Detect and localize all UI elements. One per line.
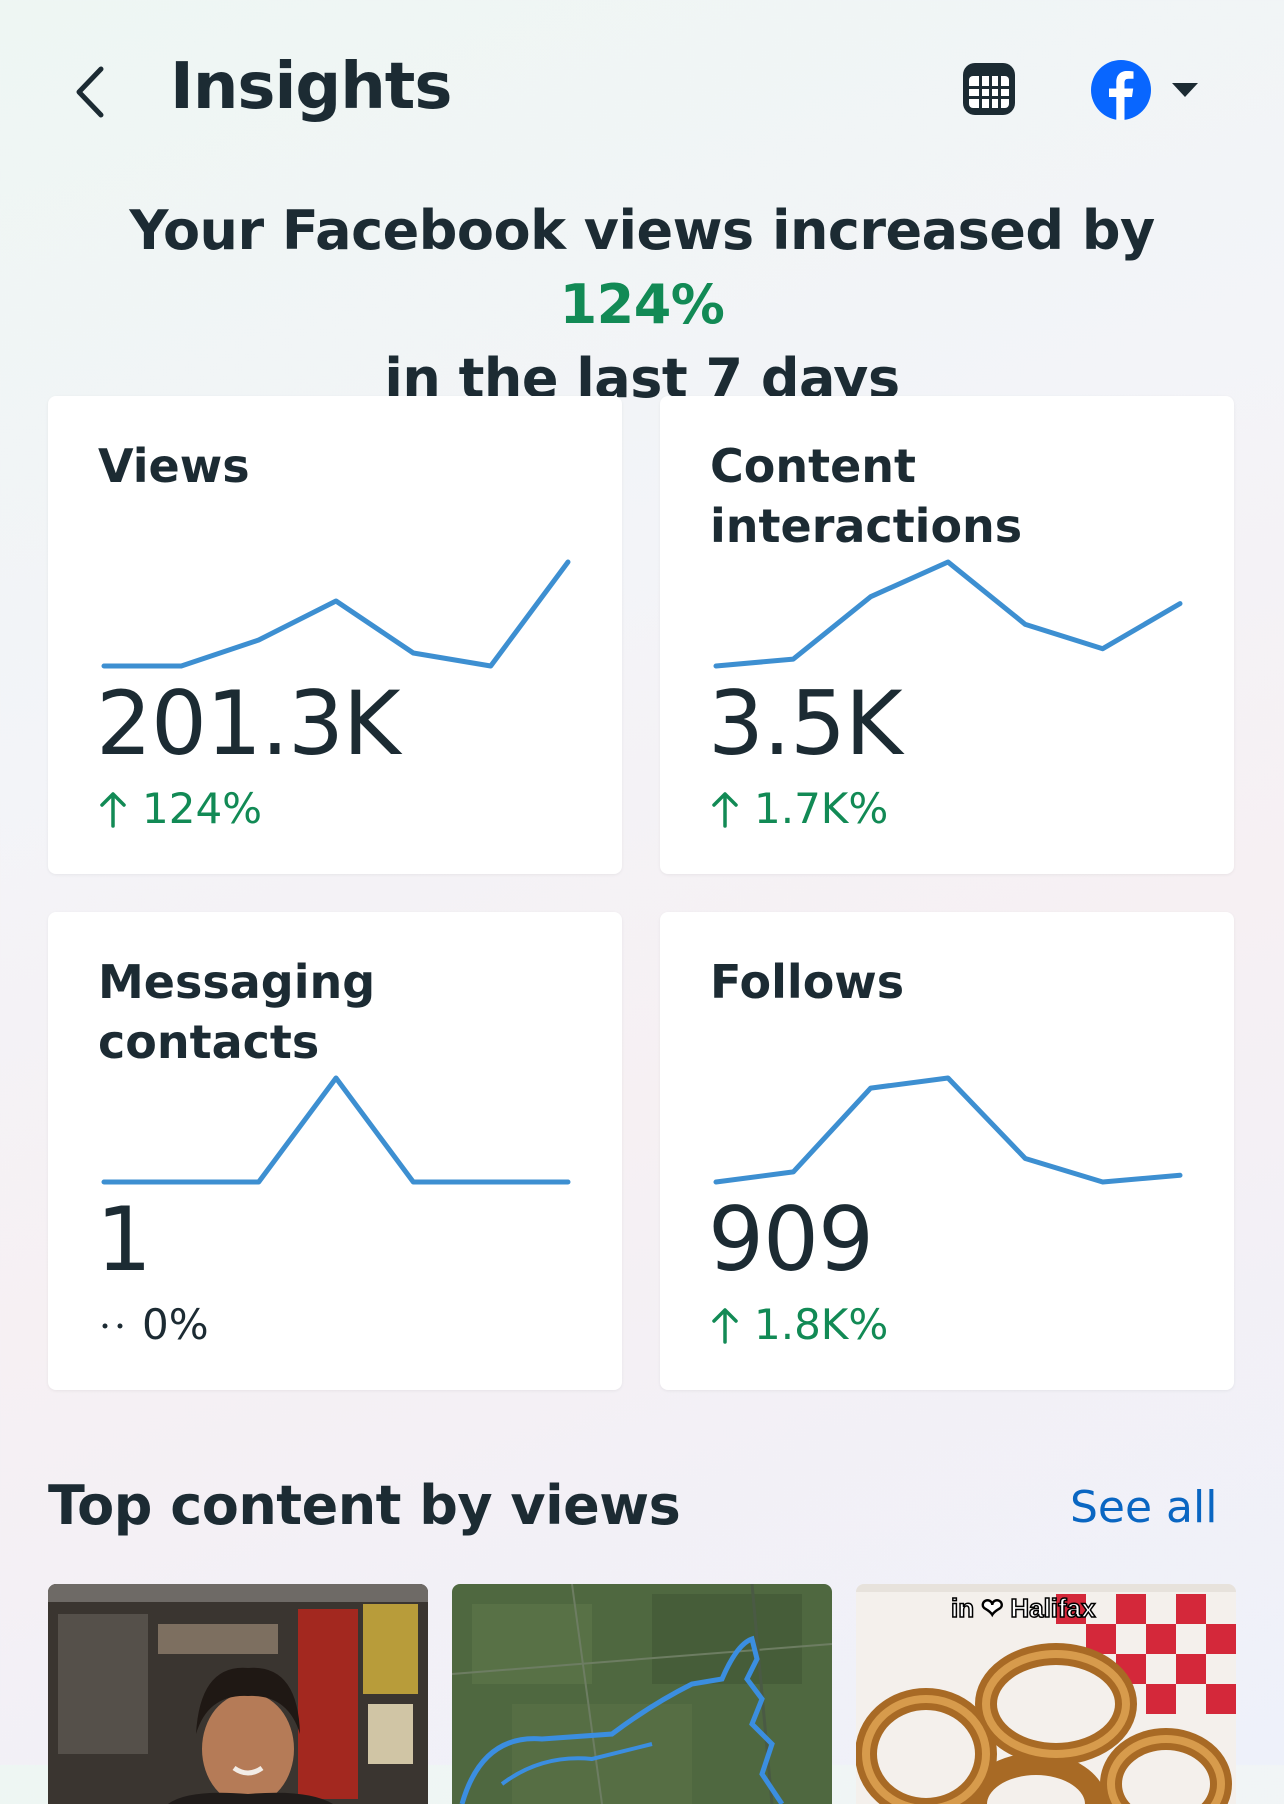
messaging-contacts-sparkline [101,1075,571,1185]
app-header: Insights [0,0,1284,180]
metric-change: 1.8K% [710,1300,888,1349]
back-button[interactable] [64,58,116,126]
onion-rings-photo: in ❤ Halifax [856,1584,1236,1804]
top-content-thumbnail-1[interactable] [48,1584,428,1804]
metric-change-value: 1.8K% [754,1300,889,1349]
arrow-up-icon [712,791,738,828]
account-switcher[interactable] [1090,58,1210,122]
metric-card-views[interactable]: Views 201.3K 124% [48,396,622,874]
metric-label: Views [98,439,250,493]
metric-change: 124% [98,784,262,833]
metric-change: 1.7K% [710,784,888,833]
sparkline-series [101,559,571,669]
arrow-up-icon [712,1307,738,1344]
metric-value: 201.3K [96,672,401,775]
metric-change-value: 0% [142,1300,209,1349]
metric-card-content-interactions[interactable]: Content interactions 3.5K 1.7K% [660,396,1234,874]
metric-change-value: 1.7K% [754,784,889,833]
content-interactions-sparkline [713,559,1183,669]
metric-value: 909 [708,1188,874,1291]
metric-change-value: 124% [142,784,263,833]
top-content-thumbnail-3[interactable]: in ❤ Halifax [856,1584,1236,1804]
metric-card-messaging-contacts[interactable]: Messaging contacts 1 0% [48,912,622,1390]
metric-value: 3.5K [708,672,903,775]
thumbnail-overlay-text: in ❤ Halifax [951,1593,1096,1623]
metric-value: 1 [96,1188,152,1291]
sparkline-series [101,1075,571,1185]
chevron-left-icon [76,66,104,118]
views-sparkline [101,559,571,669]
follows-sparkline [713,1075,1183,1185]
calendar-button[interactable] [960,60,1018,118]
see-all-link[interactable]: See all [1070,1482,1218,1533]
satellite-map-image [452,1584,832,1804]
top-content-title: Top content by views [48,1474,681,1537]
metric-card-follows[interactable]: Follows 909 1.8K% [660,912,1234,1390]
facebook-icon [1091,60,1151,120]
headline-percent: 124% [559,273,725,336]
metric-label: Follows [710,955,905,1009]
no-change-icon [102,1323,123,1328]
caret-down-icon [1172,83,1198,97]
calendar-icon [963,63,1015,115]
page-title: Insights [170,50,452,124]
summary-headline: Your Facebook views increased by 124% in… [40,194,1244,416]
kitchen-photo [48,1584,428,1804]
metric-label: Messaging contacts [98,955,376,1069]
metric-change: 0% [98,1300,209,1349]
arrow-up-icon [100,791,126,828]
top-content-thumbnail-2[interactable] [452,1584,832,1804]
sparkline-series [713,1075,1183,1185]
headline-prefix: Your Facebook views increased by [129,199,1155,262]
metric-label: Content interactions [710,439,1023,553]
sparkline-series [713,559,1183,669]
